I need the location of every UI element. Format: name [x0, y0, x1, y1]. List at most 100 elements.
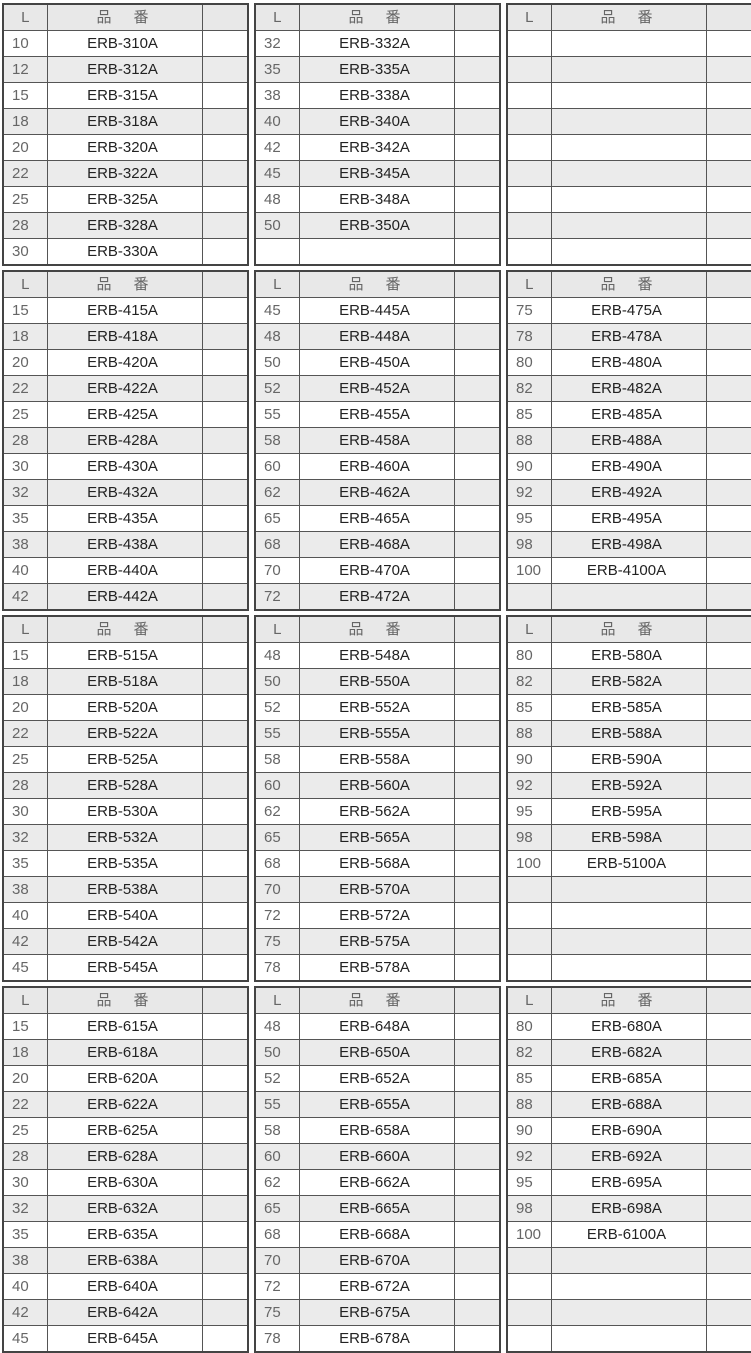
blank-cell — [705, 1273, 751, 1300]
table-row — [506, 82, 751, 109]
product-number-cell: ERB-540A — [46, 902, 203, 929]
product-number-cell: ERB-642A — [46, 1299, 203, 1326]
length-cell: 62 — [254, 798, 300, 825]
table-row: 32 ERB-532A — [2, 824, 249, 851]
table-row: 100 ERB-4100A — [506, 557, 751, 584]
blank-cell — [705, 557, 751, 584]
table-row: 72 ERB-572A — [254, 902, 501, 929]
blank-cell — [705, 1065, 751, 1092]
length-cell: 18 — [2, 668, 48, 695]
blank-cell — [453, 531, 501, 558]
length-cell: 22 — [2, 375, 48, 402]
length-cell: 48 — [254, 186, 300, 213]
length-cell: 15 — [2, 1013, 48, 1040]
length-cell: 75 — [254, 1299, 300, 1326]
header-length: L — [2, 615, 48, 643]
length-cell: 20 — [2, 349, 48, 376]
table-row: 70 ERB-570A — [254, 876, 501, 903]
blank-cell — [705, 772, 751, 799]
blank-cell — [453, 1143, 501, 1170]
table-row — [506, 212, 751, 239]
length-cell: 52 — [254, 1065, 300, 1092]
length-cell: 45 — [254, 160, 300, 187]
product-number-cell: ERB-692A — [550, 1143, 707, 1170]
blank-cell — [201, 479, 249, 506]
product-number-cell: ERB-498A — [550, 531, 707, 558]
length-cell: 100 — [506, 850, 552, 877]
product-number-cell: ERB-480A — [550, 349, 707, 376]
table-row: 22 ERB-422A — [2, 375, 249, 402]
product-number-cell: ERB-335A — [298, 56, 455, 83]
length-cell: 42 — [2, 583, 48, 611]
table-row — [506, 1299, 751, 1326]
table-row: 28 ERB-328A — [2, 212, 249, 239]
blank-cell — [201, 505, 249, 532]
table-row: 88 ERB-588A — [506, 720, 751, 747]
blank-cell — [705, 479, 751, 506]
table-row: 90 ERB-490A — [506, 453, 751, 480]
table-row: 42 ERB-642A — [2, 1299, 249, 1326]
length-cell: 22 — [2, 1091, 48, 1118]
blank-cell — [201, 746, 249, 773]
table-row: 78 ERB-478A — [506, 323, 751, 350]
length-cell: 80 — [506, 642, 552, 669]
length-cell: 88 — [506, 427, 552, 454]
header-blank — [201, 270, 249, 298]
table-row: 60 ERB-660A — [254, 1143, 501, 1170]
table-row: 10 ERB-310A — [2, 30, 249, 57]
product-number-cell — [550, 1273, 707, 1300]
product-number-cell: ERB-460A — [298, 453, 455, 480]
product-number-cell: ERB-555A — [298, 720, 455, 747]
table-band: L 品番 15 ERB-515A 18 ERB-518A 20 ERB-520A 22 ERB-5… — [2, 615, 751, 982]
product-table: L 品番 45 ERB-445A 48 ERB-448A 50 ERB-450A 52 ERB-4… — [254, 270, 501, 611]
table-row: 58 ERB-558A — [254, 746, 501, 773]
length-cell: 55 — [254, 1091, 300, 1118]
table-row: 22 ERB-322A — [2, 160, 249, 187]
table-row: 90 ERB-590A — [506, 746, 751, 773]
table-header-row: L 品番 — [254, 986, 501, 1014]
table-row: 18 ERB-618A — [2, 1039, 249, 1066]
product-number-cell: ERB-472A — [298, 583, 455, 611]
blank-cell — [453, 642, 501, 669]
table-row: 32 ERB-332A — [254, 30, 501, 57]
product-number-cell: ERB-418A — [46, 323, 203, 350]
blank-cell — [453, 746, 501, 773]
header-length: L — [254, 270, 300, 298]
product-number-cell: ERB-568A — [298, 850, 455, 877]
table-row: 58 ERB-458A — [254, 427, 501, 454]
product-number-cell — [550, 902, 707, 929]
table-row: 95 ERB-595A — [506, 798, 751, 825]
length-cell: 48 — [254, 323, 300, 350]
length-cell: 22 — [2, 720, 48, 747]
table-row: 60 ERB-460A — [254, 453, 501, 480]
product-number-cell: ERB-452A — [298, 375, 455, 402]
table-row: 65 ERB-665A — [254, 1195, 501, 1222]
header-length: L — [2, 986, 48, 1014]
product-number-cell: ERB-5100A — [550, 850, 707, 877]
length-cell: 82 — [506, 1039, 552, 1066]
product-number-cell: ERB-625A — [46, 1117, 203, 1144]
header-blank — [705, 270, 751, 298]
product-number-cell: ERB-525A — [46, 746, 203, 773]
table-row: 98 ERB-598A — [506, 824, 751, 851]
product-number-cell — [550, 186, 707, 213]
length-cell: 68 — [254, 850, 300, 877]
table-row: 62 ERB-662A — [254, 1169, 501, 1196]
table-row: 50 ERB-350A — [254, 212, 501, 239]
blank-cell — [705, 668, 751, 695]
blank-cell — [453, 1247, 501, 1274]
length-cell: 30 — [2, 238, 48, 266]
blank-cell — [705, 720, 751, 747]
product-number-cell — [550, 1247, 707, 1274]
length-cell: 35 — [2, 850, 48, 877]
product-number-cell — [298, 238, 455, 266]
length-cell: 98 — [506, 1195, 552, 1222]
table-row: 25 ERB-625A — [2, 1117, 249, 1144]
table-header-row: L 品番 — [254, 615, 501, 643]
table-header-row: L 品番 — [506, 270, 751, 298]
blank-cell — [201, 375, 249, 402]
product-number-cell: ERB-332A — [298, 30, 455, 57]
blank-cell — [201, 160, 249, 187]
header-product-number: 品番 — [46, 986, 203, 1014]
product-number-cell: ERB-578A — [298, 954, 455, 982]
